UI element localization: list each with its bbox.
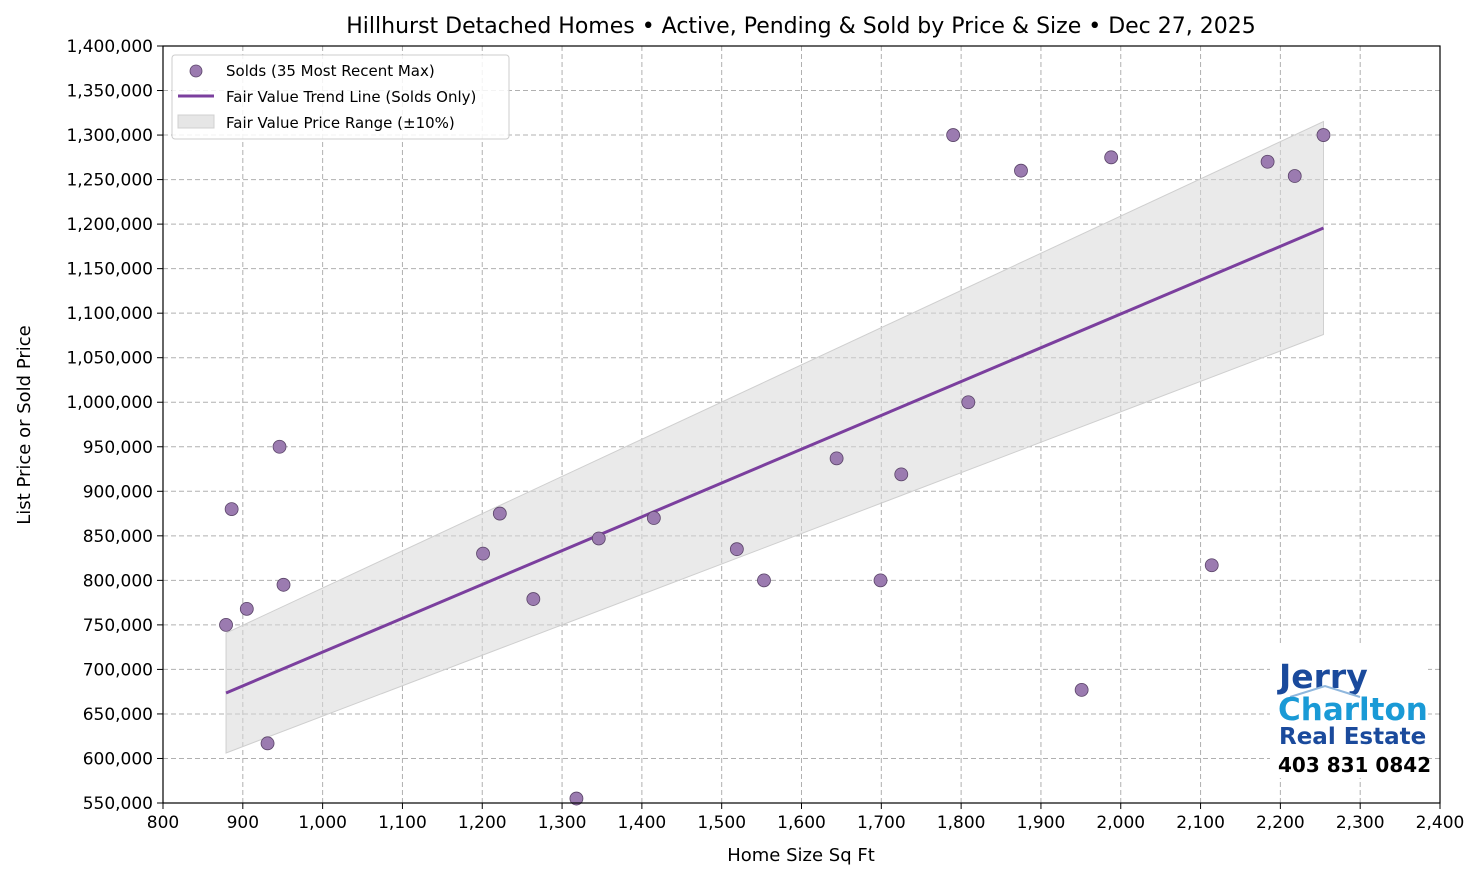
y-tick-label: 1,000,000 xyxy=(66,393,153,413)
x-tick-label: 2,000 xyxy=(1096,813,1145,833)
sold-point xyxy=(569,791,584,806)
sold-point xyxy=(829,451,844,466)
x-tick-label: 1,600 xyxy=(777,813,826,833)
y-axis-label: List Price or Sold Price xyxy=(14,325,35,524)
sold-point xyxy=(1287,169,1302,183)
fair-value-band xyxy=(225,120,1324,754)
x-tick-label: 1,200 xyxy=(458,813,507,833)
scatter-points xyxy=(219,128,1331,806)
y-tick-label: 950,000 xyxy=(83,438,153,458)
y-tick-label: 1,350,000 xyxy=(66,82,153,102)
y-axis-ticks: 550,000 600,000 650,000 700,000 750,000 800,0… xyxy=(66,37,163,814)
sold-point xyxy=(646,511,661,525)
sold-point xyxy=(1204,558,1219,573)
y-tick-label: 700,000 xyxy=(83,660,153,680)
x-axis-ticks: 800 900 1,000 1,100 1,200 1,300 1,400 1,500 1,60… xyxy=(147,803,1465,833)
x-tick-label: 1,300 xyxy=(538,813,587,833)
logo-phone: 403 831 0842 xyxy=(1278,753,1431,777)
fair-value-band-area xyxy=(225,120,1324,754)
sold-point xyxy=(476,546,490,561)
y-tick-label: 850,000 xyxy=(83,527,153,547)
y-tick-label: 800,000 xyxy=(83,571,153,591)
x-tick-label: 1,400 xyxy=(618,813,667,833)
y-tick-label: 1,300,000 xyxy=(66,126,153,146)
trend-line-segment xyxy=(225,226,1325,695)
sold-point xyxy=(1104,150,1119,165)
y-tick-label: 550,000 xyxy=(83,794,153,814)
sold-point xyxy=(894,467,909,482)
sold-point xyxy=(757,573,771,588)
y-tick-label: 750,000 xyxy=(83,616,153,636)
sold-point xyxy=(873,573,888,588)
x-axis-label: Home Size Sq Ft xyxy=(727,845,875,866)
legend: Solds (35 Most Recent Max) Fair Value Tr… xyxy=(171,54,510,140)
x-tick-label: 1,100 xyxy=(378,813,427,833)
trend-line xyxy=(225,226,1325,695)
x-tick-label: 900 xyxy=(227,813,259,833)
x-tick-label: 800 xyxy=(147,813,179,833)
x-tick-label: 1,700 xyxy=(857,813,906,833)
y-tick-label: 1,400,000 xyxy=(66,37,153,57)
y-tick-label: 600,000 xyxy=(83,749,153,769)
legend-marker-band xyxy=(177,114,215,129)
x-tick-label: 1,500 xyxy=(697,813,746,833)
sold-point xyxy=(1014,163,1028,178)
sold-point xyxy=(492,506,507,521)
sold-point xyxy=(260,736,275,751)
sold-point xyxy=(526,592,541,606)
y-tick-label: 1,100,000 xyxy=(66,304,153,324)
logo-charlton: Charlton xyxy=(1278,692,1428,728)
y-tick-label: 1,250,000 xyxy=(66,171,153,191)
sold-point xyxy=(1260,154,1275,169)
x-tick-label: 2,100 xyxy=(1176,813,1225,833)
sold-point xyxy=(946,128,961,142)
sold-point xyxy=(729,542,744,557)
y-tick-label: 900,000 xyxy=(83,482,153,502)
logo-jerry: Jerry xyxy=(1277,657,1368,696)
sold-point xyxy=(961,395,976,410)
y-tick-label: 1,200,000 xyxy=(66,215,153,235)
y-tick-label: 1,150,000 xyxy=(66,260,153,280)
legend-label-band: Fair Value Price Range (±10%) xyxy=(226,114,455,132)
chart-title: Hillhurst Detached Homes • Active, Pendi… xyxy=(346,14,1255,39)
logo-real-estate: Real Estate xyxy=(1279,724,1426,750)
sold-point xyxy=(1074,682,1089,697)
sold-point xyxy=(272,439,287,454)
y-tick-label: 650,000 xyxy=(83,705,153,725)
y-tick-label: 1,050,000 xyxy=(66,349,153,369)
x-tick-label: 1,900 xyxy=(1017,813,1066,833)
sold-point xyxy=(239,601,254,616)
sold-point xyxy=(219,617,233,632)
sold-point xyxy=(224,502,239,517)
company-logo: Jerry Charlton Real Estate 403 831 0842 xyxy=(1270,645,1431,778)
legend-label-solds: Solds (35 Most Recent Max) xyxy=(226,62,435,80)
x-tick-label: 2,200 xyxy=(1256,813,1305,833)
legend-marker-solds xyxy=(189,64,203,78)
x-tick-label: 2,400 xyxy=(1416,813,1465,833)
sold-point xyxy=(1316,128,1331,142)
house-roof-icon xyxy=(1289,684,1361,698)
sold-point xyxy=(591,531,606,546)
x-tick-label: 2,300 xyxy=(1336,813,1385,833)
sold-point xyxy=(276,577,291,592)
x-tick-label: 1,800 xyxy=(937,813,986,833)
x-tick-label: 1,000 xyxy=(298,813,347,833)
legend-label-trend: Fair Value Trend Line (Solds Only) xyxy=(226,88,476,106)
